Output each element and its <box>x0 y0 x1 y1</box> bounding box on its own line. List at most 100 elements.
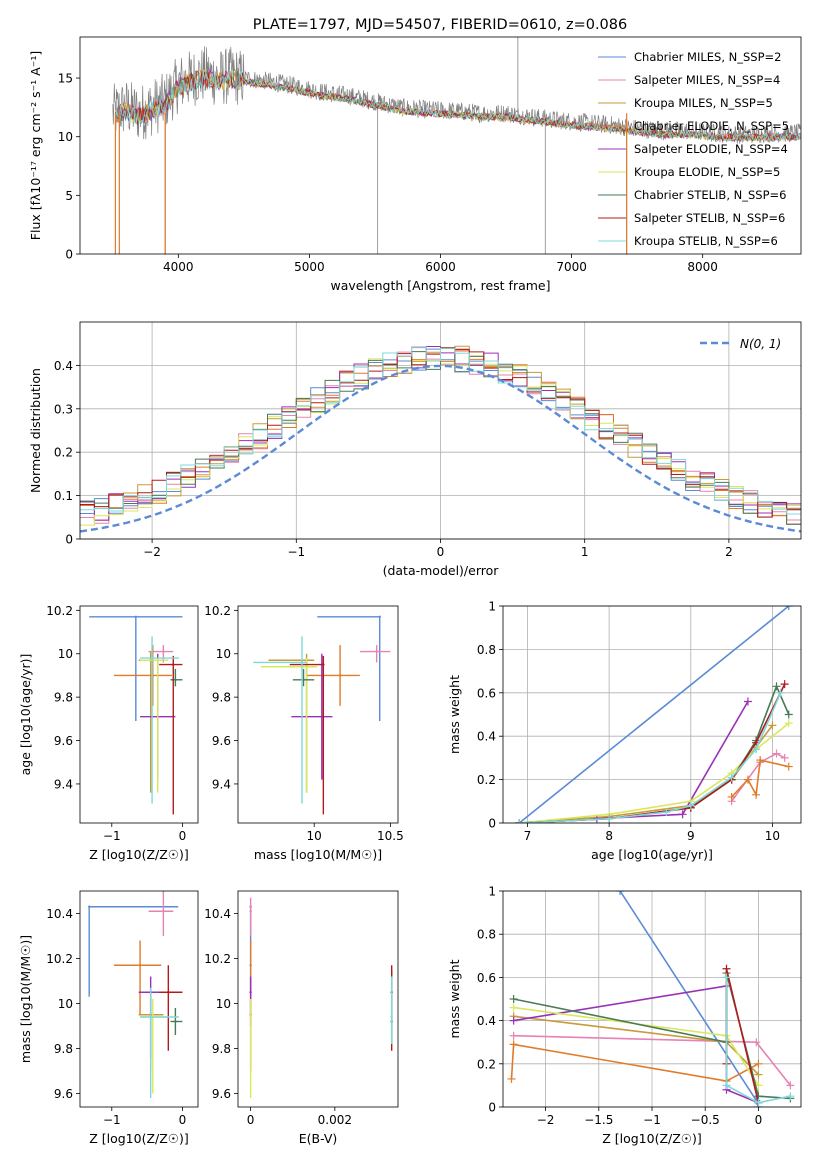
data-point <box>305 665 308 668</box>
x-tick-label: 0 <box>755 1113 763 1127</box>
series-marker <box>784 710 793 719</box>
x-tick-label: −2 <box>143 545 161 559</box>
x-tick-label: 8 <box>605 829 613 843</box>
y-tick-label: 0.4 <box>54 359 73 373</box>
series-marker <box>509 1016 518 1025</box>
y-tick-label: 0.2 <box>477 773 496 787</box>
data-point <box>156 659 159 662</box>
x-tick-label: 8000 <box>687 260 718 274</box>
mass-vs-z-plot-area <box>87 891 183 1098</box>
y-tick-label: 10.2 <box>204 604 231 618</box>
x-tick-label: 10 <box>307 829 322 843</box>
mass-vs-ebv-plot-area <box>249 897 393 1098</box>
y-tick-label: 0.6 <box>477 971 496 985</box>
x-axis-label: mass [log10(M/M☉)] <box>254 847 382 862</box>
mass-weight-vs-z-frame <box>502 890 802 1108</box>
x-tick-label: 7 <box>524 829 532 843</box>
age-vs-z-frame <box>79 605 199 824</box>
mass-weight-vs-age-frame <box>502 605 802 824</box>
age-vs-z-axes: −1 0 9.4 9.6 9.8 10 10.2 Z [log10(Z/Z☉)] age [lo… <box>18 604 199 862</box>
model-spectrum-line <box>115 69 801 143</box>
legend-label: Kroupa STELIB, N_SSP=6 <box>634 234 778 248</box>
series-marker <box>662 808 671 817</box>
y-tick-label: 9.4 <box>54 777 73 791</box>
series-marker <box>752 1038 761 1047</box>
y-tick-label: 9.8 <box>54 691 73 705</box>
mass-weight-vs-age-plot-area <box>515 606 793 823</box>
y-tick-label: 10.2 <box>204 952 231 966</box>
series-marker <box>754 1059 763 1068</box>
series-marker <box>509 995 518 1003</box>
mass-vs-z-frame <box>79 890 199 1108</box>
y-tick-label: 9.6 <box>54 734 73 748</box>
mass-weight-vs-z-axes: −2 −1.5 −1 −0.5 0 0 0.2 0.4 0.6 0.8 1 Z [log10(Z/Z☉… <box>447 885 802 1146</box>
data-point <box>249 1015 252 1019</box>
y-tick-label: 0.8 <box>477 643 496 657</box>
series-marker <box>509 1040 518 1049</box>
data-point <box>322 663 325 666</box>
data-point <box>167 991 170 994</box>
series-marker <box>784 606 793 610</box>
x-axis-label: E(B-V) <box>299 1131 338 1146</box>
x-axis-label: Z [log10(Z/Z☉)] <box>89 1131 189 1146</box>
residual-histogram-axes: −2 −1 0 1 2 0 0.1 0.2 0.3 0.4 (data-model)/error No… <box>28 321 802 578</box>
series-marker <box>756 756 765 765</box>
y-tick-label: 1 <box>488 885 496 899</box>
legend-label: Salpeter ELODIE, N_SSP=4 <box>634 142 788 156</box>
x-tick-label: 0 <box>247 1113 255 1127</box>
x-tick-label: 7000 <box>556 260 587 274</box>
spectrum-legend: Chabrier MILES, N_SSP=2 Salpeter MILES, N… <box>598 50 789 248</box>
series-marker <box>752 790 761 799</box>
series-marker <box>605 814 614 823</box>
series-line <box>596 701 749 820</box>
residual-histogram-plot-area <box>80 345 801 533</box>
series-line <box>513 985 759 1104</box>
series-marker <box>743 775 752 784</box>
y-axis-label: age [log10(age/yr)] <box>18 654 33 776</box>
mass-weight-vs-age-axes: 7 8 9 10 0 0.2 0.4 0.6 0.8 1 age [log10(age/yr)] ma… <box>447 600 802 862</box>
x-tick-label: 0 <box>437 545 445 559</box>
y-tick-label: 10.4 <box>46 907 73 921</box>
legend-label: Kroupa ELODIE, N_SSP=5 <box>634 165 780 179</box>
series-marker <box>727 792 736 801</box>
data-point <box>338 674 342 677</box>
histogram-step-line <box>80 346 801 515</box>
y-tick-label: 9.8 <box>212 1042 231 1056</box>
figure-title: PLATE=1797, MJD=54507, FIBERID=0610, z=0… <box>253 17 627 33</box>
y-tick-label: 0.6 <box>477 686 496 700</box>
y-tick-label: 0 <box>488 817 496 831</box>
x-tick-label: 5000 <box>294 260 325 274</box>
data-point <box>149 1015 152 1019</box>
y-tick-label: 0.2 <box>477 1057 496 1071</box>
data-point <box>378 615 381 619</box>
x-axis-label: (data-model)/error <box>383 563 500 578</box>
y-tick-label: 0.4 <box>477 730 496 744</box>
series-marker <box>768 721 777 730</box>
series-marker <box>752 745 761 754</box>
data-point <box>375 650 378 653</box>
age-vs-mass-frame <box>237 605 399 824</box>
series-marker <box>786 1092 795 1101</box>
data-point <box>134 615 138 619</box>
series-line <box>518 606 790 823</box>
y-tick-label: 10 <box>216 997 231 1011</box>
x-tick-label: −1.5 <box>584 1113 613 1127</box>
data-point <box>162 910 165 913</box>
series-marker <box>616 891 625 895</box>
series-marker <box>780 680 789 689</box>
y-tick-label: 0 <box>488 1101 496 1115</box>
age-vs-mass-axes: 10 10.5 9.4 9.6 9.8 10 10.2 mass [log10(M/M☉)] <box>204 604 403 862</box>
series-marker <box>678 810 687 819</box>
y-axis-label: mass weight <box>447 675 462 754</box>
y-tick-label: 0.1 <box>54 489 73 503</box>
spectrum-frame <box>79 36 802 255</box>
x-axis-label: Z [log10(Z/Z☉)] <box>602 1131 702 1146</box>
data-point <box>174 678 177 681</box>
x-tick-label: −1 <box>103 829 121 843</box>
y-tick-label: 5 <box>65 189 73 203</box>
series-marker <box>727 773 736 782</box>
y-tick-label: 9.4 <box>212 777 231 791</box>
mass-weight-vs-z-plot-area <box>507 891 795 1107</box>
y-tick-label: 10.2 <box>46 604 73 618</box>
